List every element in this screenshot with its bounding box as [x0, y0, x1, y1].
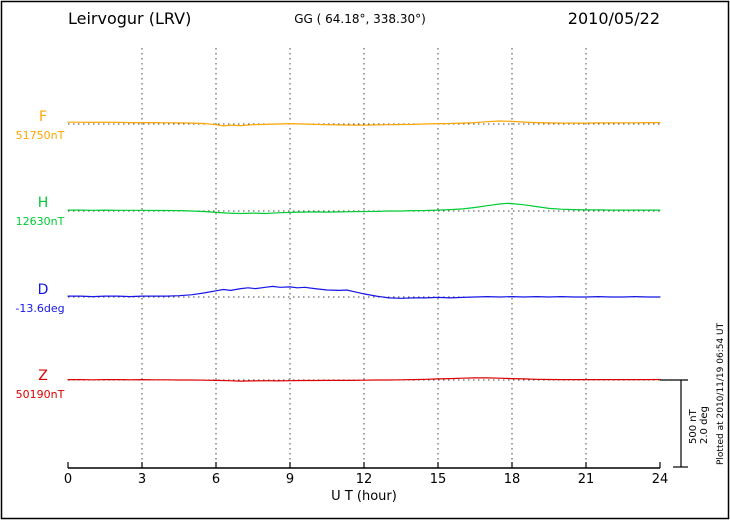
station-title: Leirvogur (LRV)	[68, 9, 191, 28]
plotted-at-note: Plotted at 2010/11/19 06:54 UT	[716, 322, 726, 465]
x-tick-label-9: 9	[286, 472, 294, 487]
x-tick-label-3: 3	[138, 472, 146, 487]
series-baseline-Z: 50190nT	[16, 388, 65, 401]
scale-bracket	[660, 379, 688, 468]
x-tick-label-21: 21	[578, 472, 595, 487]
x-tick-label-0: 0	[64, 472, 72, 487]
x-axis-label: U T (hour)	[331, 489, 397, 504]
series-label-D: D	[38, 282, 49, 298]
trace-F	[67, 120, 661, 127]
trace-D	[67, 285, 661, 299]
plot-date: 2010/05/22	[568, 9, 660, 28]
series-label-H: H	[38, 195, 49, 211]
plotted-at-group: Plotted at 2010/11/19 06:54 UT	[716, 322, 726, 465]
x-axis-tick-labels-group: 0 3 6 9 12 15 18 21 24	[64, 472, 668, 487]
series-label-Z: Z	[38, 368, 48, 384]
x-tick-label-15: 15	[430, 472, 447, 487]
series-baseline-H: 12630nT	[16, 215, 65, 228]
x-tick-label-6: 6	[212, 472, 220, 487]
series-baseline-D: -13.6deg	[15, 302, 64, 315]
series-baseline-F: 51750nT	[16, 129, 65, 142]
x-tick-label-18: 18	[504, 472, 521, 487]
x-tick-label-24: 24	[652, 472, 669, 487]
scale-label-nt: 500 nT	[688, 408, 699, 444]
x-tick-label-12: 12	[356, 472, 373, 487]
traces-group	[67, 120, 661, 382]
scale-label-deg: 2.0 deg	[699, 406, 710, 444]
trace-H	[67, 202, 661, 215]
series-label-F: F	[39, 109, 47, 125]
geographic-coords: GG ( 64.18°, 338.30°)	[294, 12, 426, 26]
trace-Z	[67, 377, 661, 382]
scale-bar-labels: 500 nT 2.0 deg	[688, 406, 710, 444]
x-axis-ticks-group	[67, 462, 661, 468]
